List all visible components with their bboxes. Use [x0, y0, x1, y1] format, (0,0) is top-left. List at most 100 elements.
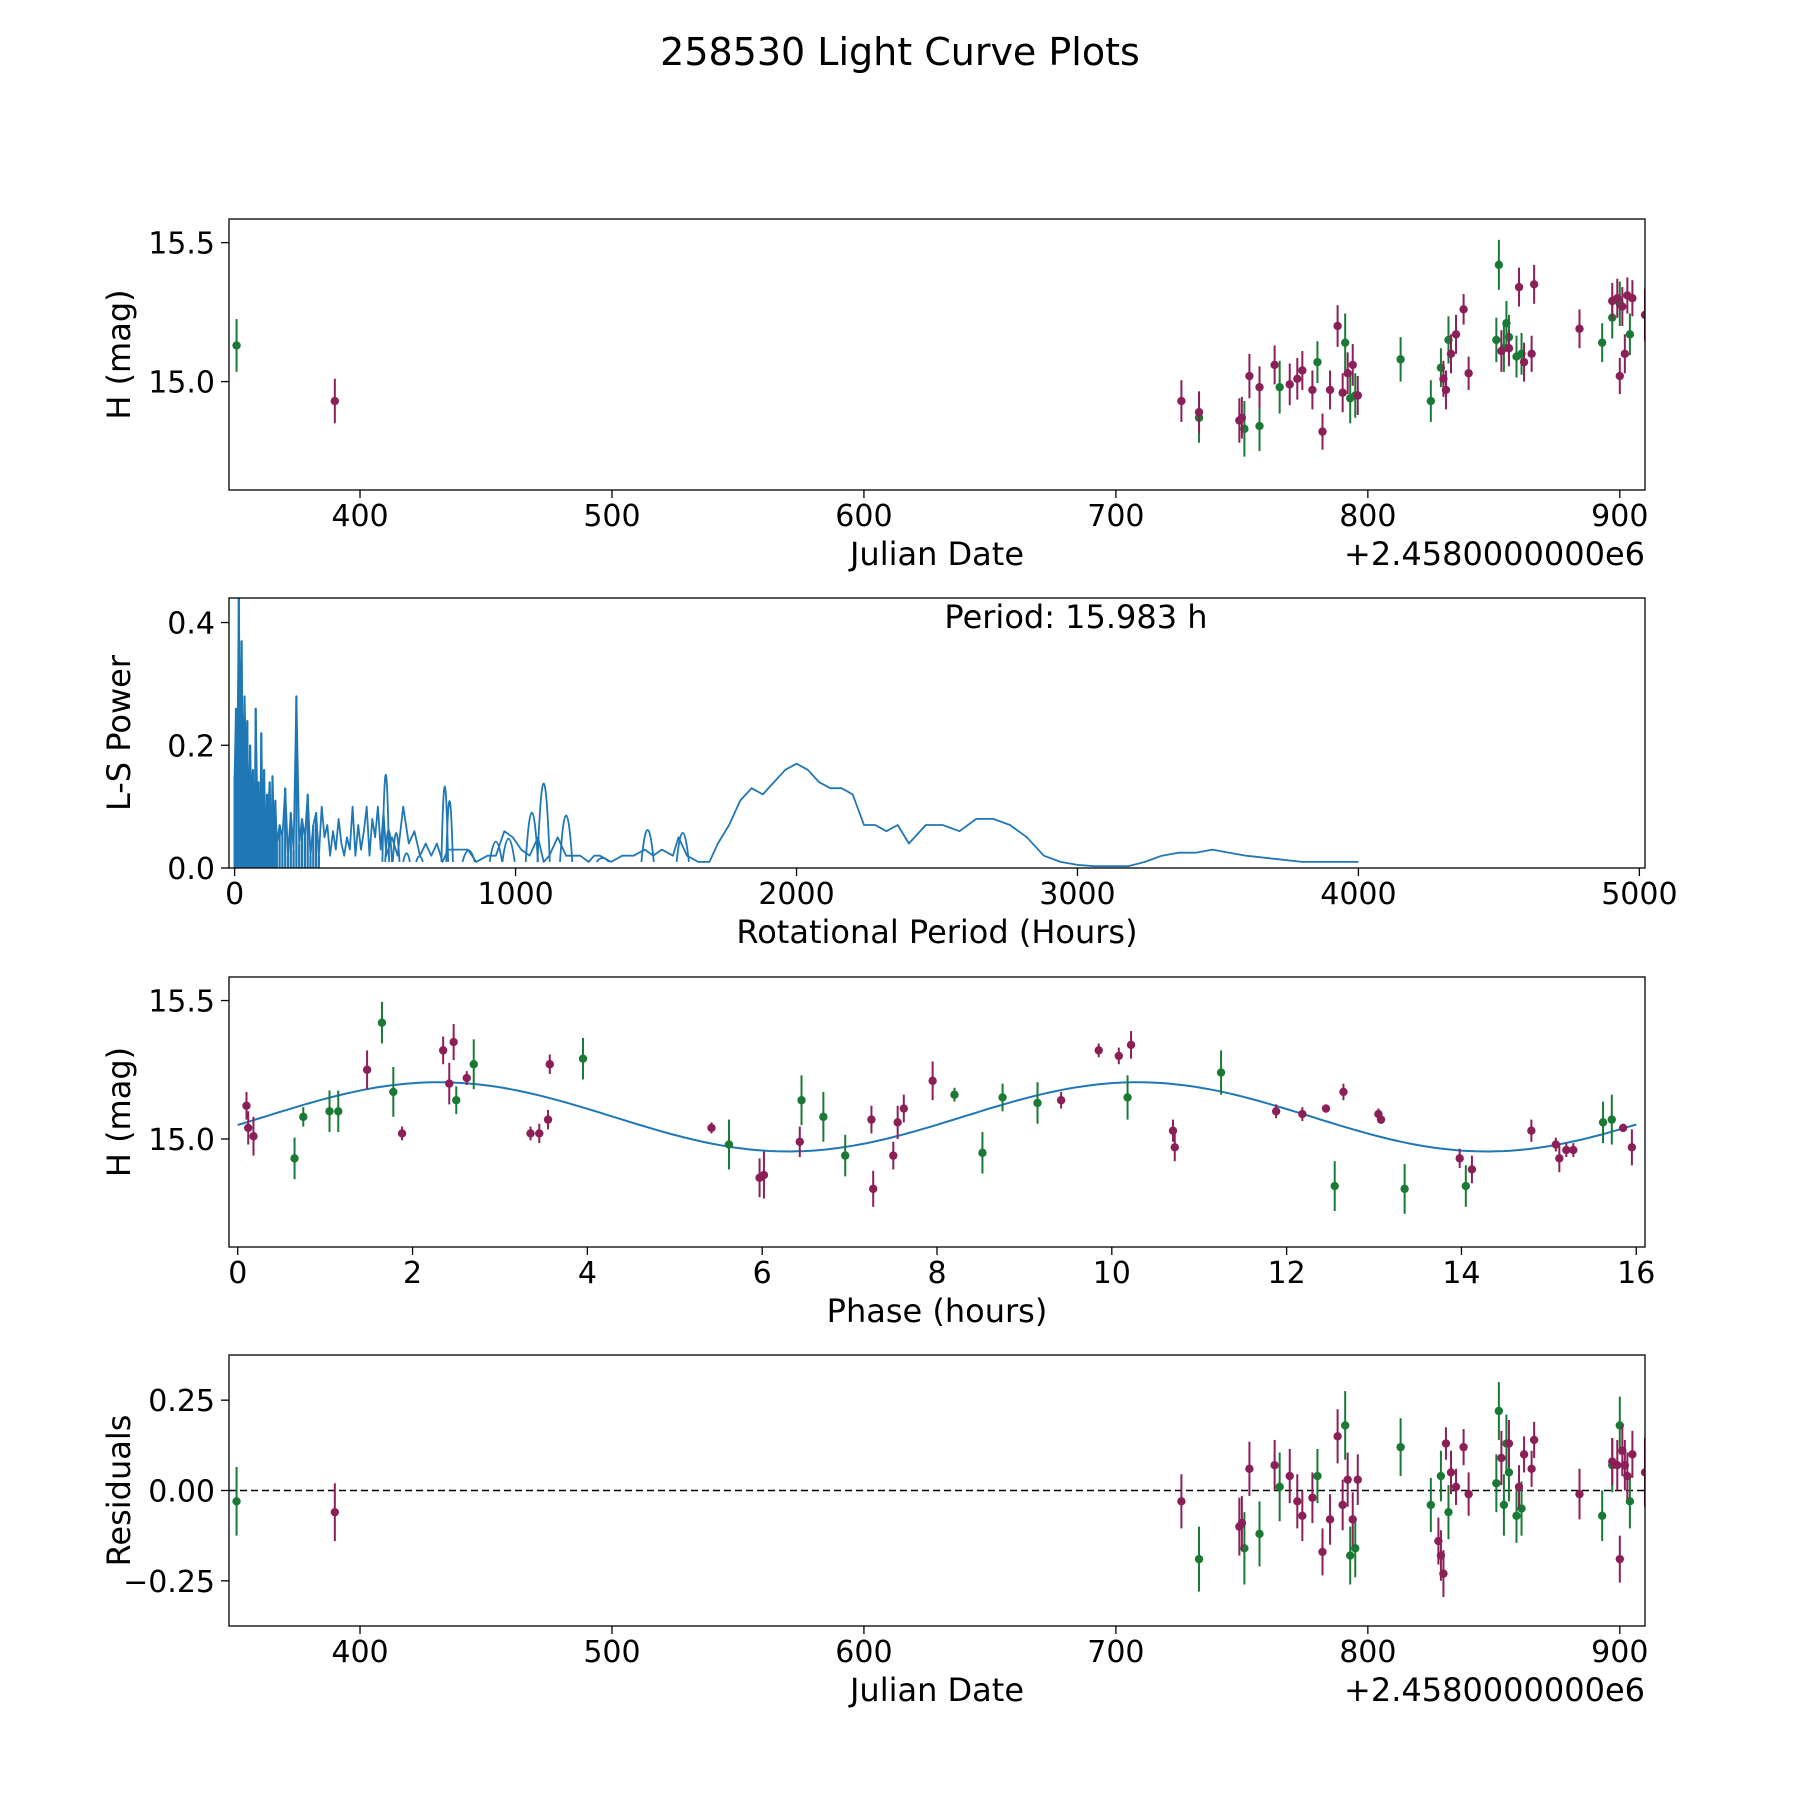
data-point [1441, 1439, 1451, 1448]
x-tick-label: 900 [1591, 1635, 1648, 1670]
data-point [526, 1129, 535, 1138]
data-point [1033, 1098, 1042, 1108]
data-point [1451, 1482, 1461, 1492]
data-point [1170, 1143, 1179, 1152]
periodogram-data-area [233, 598, 1359, 868]
data-point [1613, 1461, 1622, 1470]
periodogram-peak-0 [381, 773, 390, 862]
data-point [1321, 1104, 1331, 1113]
data-point [1308, 385, 1317, 395]
data-point [1293, 374, 1302, 384]
data-point [1623, 1471, 1632, 1481]
data-point [1293, 1497, 1302, 1506]
x-tick-label: 400 [331, 1635, 388, 1670]
y-tick-label: 0.00 [148, 1475, 215, 1510]
data-point [1318, 1547, 1327, 1557]
data-point [1340, 1421, 1350, 1430]
data-point [1177, 396, 1186, 406]
residuals-series-g-band [232, 1382, 1635, 1592]
data-point [819, 1112, 828, 1122]
x-tick-label: 600 [835, 499, 892, 534]
data-point [334, 1107, 343, 1116]
periodogram-peak-8 [488, 840, 503, 863]
data-point [1339, 1087, 1348, 1097]
data-point [1426, 396, 1436, 406]
data-point [1618, 1123, 1628, 1133]
data-point [1245, 1464, 1254, 1474]
x-tick-label: 10 [1093, 1256, 1131, 1291]
x-tick-label: 700 [1087, 499, 1144, 534]
periodogram-peak-4 [415, 855, 424, 863]
periodogram-peak-13 [595, 857, 610, 863]
data-point [1504, 344, 1514, 353]
data-point [469, 1060, 478, 1069]
data-point [724, 1140, 734, 1149]
data-point [1396, 1442, 1405, 1452]
data-point [1497, 1453, 1506, 1463]
periodogram-peak-1 [384, 829, 393, 862]
data-point [1618, 302, 1627, 311]
data-point [1519, 1450, 1529, 1459]
data-point [1494, 260, 1504, 270]
data-point [1298, 1511, 1307, 1520]
lightcurve-data-area [232, 239, 1645, 457]
lightcurve-axes-frame [228, 218, 1646, 491]
x-tick-label: 400 [331, 499, 388, 534]
x-tick-label: 14 [1442, 1256, 1480, 1291]
data-point [899, 1104, 908, 1113]
data-point [1325, 1515, 1335, 1524]
data-point [1555, 1154, 1564, 1163]
data-point [1298, 366, 1307, 375]
lightcurve-offset-text: +2.4580000000e6 [1344, 535, 1645, 573]
data-point [1620, 349, 1630, 359]
data-point [1569, 1145, 1578, 1155]
data-point [362, 1065, 372, 1074]
data-point [1597, 338, 1607, 347]
periodogram-peak-15 [675, 831, 690, 862]
data-point [1527, 1464, 1536, 1474]
period-annotation: Period: 15.983 h [944, 598, 1207, 636]
data-point [889, 1151, 898, 1160]
periodogram-peak-3 [402, 852, 411, 863]
data-point [1275, 1482, 1284, 1492]
data-point [232, 341, 241, 350]
data-point [1527, 1126, 1536, 1135]
residuals-data-area [229, 1382, 1645, 1598]
x-tick-label: 0 [225, 877, 244, 912]
data-point [1177, 1497, 1186, 1506]
x-tick-label: 5000 [1601, 877, 1677, 912]
y-tick-label: 15.5 [148, 227, 215, 262]
data-point [1237, 1518, 1247, 1528]
data-point [1444, 1507, 1453, 1517]
periodogram-peak-6 [445, 800, 454, 862]
data-point [1439, 1569, 1448, 1578]
data-point [1338, 388, 1347, 397]
data-point [452, 1096, 461, 1105]
data-point [1245, 371, 1254, 381]
data-point [1194, 1554, 1204, 1564]
data-point [1338, 1500, 1347, 1510]
data-point [1340, 338, 1350, 347]
data-point [1353, 391, 1362, 400]
data-point [1519, 357, 1529, 367]
data-point [1094, 1046, 1103, 1055]
data-point [1446, 1468, 1456, 1477]
data-point [545, 1060, 554, 1069]
y-tick-label: 15.5 [148, 985, 215, 1020]
phasefold-data-area [237, 1001, 1637, 1214]
data-point [1575, 1489, 1584, 1499]
data-point [1330, 1181, 1339, 1191]
periodogram-peak-9 [501, 838, 516, 863]
data-point [1216, 1068, 1226, 1077]
periodogram-dense-fill [233, 598, 320, 868]
x-tick-label: 2 [403, 1256, 422, 1291]
data-point [1640, 310, 1645, 320]
y-tick-label: −0.25 [123, 1565, 215, 1600]
data-point [1628, 1450, 1637, 1459]
data-point [1446, 349, 1456, 359]
data-point [445, 1079, 454, 1088]
data-point [1451, 330, 1461, 339]
data-point [759, 1170, 769, 1180]
data-point [1168, 1126, 1178, 1135]
data-point [893, 1118, 902, 1127]
